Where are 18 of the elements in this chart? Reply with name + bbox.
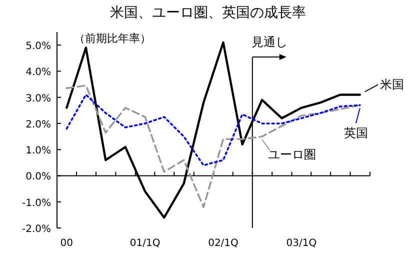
series-label: 米国 (380, 78, 404, 92)
y-axis-title: （前期比年率） (74, 32, 151, 45)
y-tick-label: 3.0% (26, 93, 51, 104)
x-tick-label: 01/1Q (130, 238, 160, 249)
legend-label: 英国 (344, 126, 368, 140)
legend-label: ユーロ圏 (268, 148, 316, 162)
y-tick-label: 5.0% (26, 41, 51, 52)
x-tick-label: 02/1Q (208, 238, 239, 249)
x-tick-label: 00 (60, 238, 74, 249)
y-tick-label: 1.0% (26, 146, 51, 157)
y-tick-label: 0.0% (26, 172, 51, 183)
y-tick-label: -2.0% (22, 224, 51, 235)
chart-title: 米国、ユーロ圏、英国の成長率 (110, 5, 306, 21)
x-tick-label: 03/1Q (286, 238, 317, 249)
y-tick-label: 4.0% (26, 67, 51, 78)
ref-line-label: 見通し (251, 35, 288, 49)
y-tick-label: -1.0% (22, 198, 51, 209)
y-tick-label: 2.0% (26, 119, 51, 130)
